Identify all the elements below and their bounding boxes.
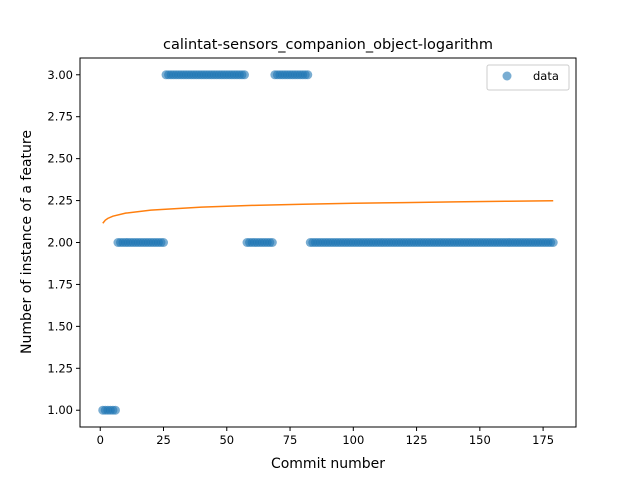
data-point [303, 70, 313, 80]
y-tick-label: 2.00 [47, 236, 73, 250]
y-tick-label: 3.00 [47, 68, 73, 82]
x-tick-label: 50 [219, 433, 234, 447]
fit-line [102, 199, 554, 224]
x-tick-label: 150 [469, 433, 491, 447]
x-tick-label: 175 [532, 433, 554, 447]
legend-marker-data [502, 71, 512, 81]
y-tick-label: 1.25 [47, 361, 73, 375]
y-axis-label: Number of instance of a feature [19, 130, 35, 354]
data-point [239, 70, 249, 80]
x-tick-label: 0 [97, 433, 104, 447]
x-tick-label: 75 [283, 433, 298, 447]
x-axis-label: Commit number [271, 456, 385, 472]
y-tick-label: 1.75 [47, 277, 73, 291]
x-tick-label: 100 [342, 433, 364, 447]
plot-area [98, 70, 558, 415]
y-tick-label: 2.75 [47, 110, 73, 124]
y-tick-label: 1.50 [47, 319, 73, 333]
y-tick-label: 2.50 [47, 152, 73, 166]
y-axis-ticks: 1.00 1.25 1.50 1.75 2.00 2.25 2.50 2.75 3.00 [47, 68, 80, 417]
chart-title: calintat-sensors_companion_object-logari… [163, 37, 493, 53]
data-point [267, 238, 277, 247]
data-point [548, 238, 558, 247]
x-tick-label: 125 [406, 433, 428, 447]
y-tick-label: 1.00 [47, 403, 73, 417]
data-point [159, 238, 169, 247]
legend: data [486, 64, 570, 91]
x-axis-ticks: 0 25 50 75 100 125 150 175 [97, 427, 554, 447]
legend-label-data: data [533, 69, 559, 83]
y-tick-label: 2.25 [47, 194, 73, 208]
legend-box [486, 64, 570, 91]
data-point [110, 405, 120, 415]
x-tick-label: 25 [156, 433, 171, 447]
